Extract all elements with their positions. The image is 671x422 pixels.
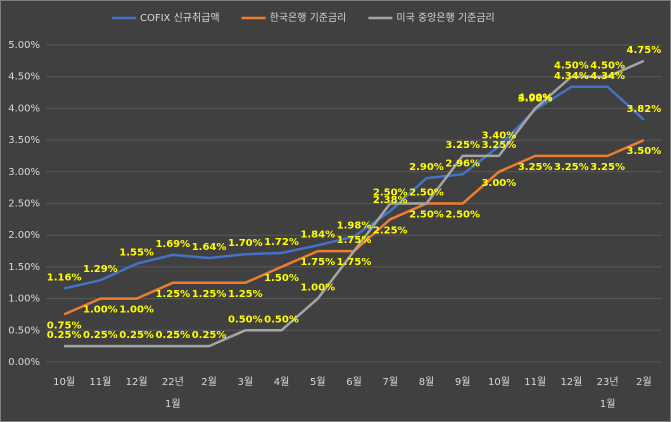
data-label: 1.69% bbox=[155, 239, 190, 250]
x-tick-label: 3월 bbox=[238, 376, 254, 388]
data-label: 3.25% bbox=[590, 162, 625, 173]
data-label: 0.25% bbox=[192, 330, 227, 341]
data-label: 0.50% bbox=[264, 314, 299, 325]
data-label: 3.82% bbox=[627, 104, 662, 115]
x-tick-label: 7월 bbox=[382, 376, 398, 388]
data-label: 2.96% bbox=[445, 158, 480, 169]
data-label: 2.50% bbox=[445, 210, 480, 221]
legend-label: COFIX 신규취급액 bbox=[140, 12, 220, 24]
y-tick-label: 3.50% bbox=[8, 135, 40, 146]
data-label: 0.25% bbox=[155, 330, 190, 341]
data-label: 3.25% bbox=[554, 162, 589, 173]
y-tick-label: 2.50% bbox=[8, 199, 40, 210]
y-tick-label: 1.50% bbox=[8, 262, 40, 273]
data-label: 0.25% bbox=[83, 330, 118, 341]
data-label: 1.70% bbox=[228, 238, 263, 249]
data-label: 3.50% bbox=[627, 146, 662, 157]
y-tick-label: 0.50% bbox=[8, 325, 40, 336]
data-label: 1.00% bbox=[83, 305, 118, 316]
data-label: 1.50% bbox=[264, 273, 299, 284]
x-tick-label: 11월 bbox=[89, 376, 111, 388]
y-tick-label: 1.00% bbox=[8, 294, 40, 305]
data-label: 4.34% bbox=[590, 71, 625, 82]
data-label: 3.25% bbox=[518, 162, 553, 173]
series-line bbox=[64, 59, 645, 348]
data-label: 3.25% bbox=[445, 140, 480, 151]
data-label: 1.75% bbox=[337, 257, 372, 268]
data-label: 3.40% bbox=[482, 130, 517, 141]
data-label: 0.75% bbox=[47, 320, 82, 331]
data-label: 1.29% bbox=[83, 264, 118, 275]
y-tick-label: 3.00% bbox=[8, 167, 40, 178]
y-tick-label: 4.50% bbox=[8, 72, 40, 83]
data-label: 1.98% bbox=[337, 220, 372, 231]
data-label: 1.55% bbox=[119, 248, 154, 259]
data-label: 4.50% bbox=[590, 61, 625, 72]
data-label: 1.25% bbox=[192, 289, 227, 300]
x-tick-label: 12월 bbox=[560, 376, 582, 388]
data-label: 1.75% bbox=[300, 257, 335, 268]
data-label: 4.00% bbox=[518, 92, 553, 103]
data-label: 2.50% bbox=[409, 188, 444, 199]
data-label: 1.75% bbox=[337, 235, 372, 246]
data-label: 1.25% bbox=[228, 289, 263, 300]
y-tick-label: 2.00% bbox=[8, 230, 40, 241]
data-label: 3.98% bbox=[518, 94, 553, 105]
data-label: 0.50% bbox=[228, 314, 263, 325]
data-label: 2.90% bbox=[409, 162, 444, 173]
x-tick-label: 2월 bbox=[201, 376, 217, 388]
data-label: 2.50% bbox=[373, 188, 408, 199]
x-tick-label: 1월 bbox=[600, 398, 616, 410]
y-tick-label: 5.00% bbox=[8, 40, 40, 51]
x-tick-label: 6월 bbox=[346, 376, 362, 388]
legend-label: 한국은행 기준금리 bbox=[270, 12, 347, 24]
x-tick-label: 10월 bbox=[53, 376, 75, 388]
data-label: 0.25% bbox=[119, 330, 154, 341]
x-tick-label: 10월 bbox=[488, 376, 510, 388]
x-tick-label: 4월 bbox=[274, 376, 290, 388]
data-label: 0.25% bbox=[47, 330, 82, 341]
data-label: 4.50% bbox=[554, 61, 589, 72]
data-label: 1.00% bbox=[119, 305, 154, 316]
x-tick-label: 23년 bbox=[597, 376, 619, 388]
data-label: 1.16% bbox=[47, 272, 82, 283]
x-tick-label: 2월 bbox=[636, 376, 652, 388]
y-tick-label: 4.00% bbox=[8, 103, 40, 114]
data-label: 2.50% bbox=[409, 210, 444, 221]
data-label: 1.72% bbox=[264, 237, 299, 248]
x-tick-label: 22년 bbox=[162, 376, 184, 388]
x-tick-label: 5월 bbox=[310, 376, 326, 388]
x-tick-label: 12월 bbox=[126, 376, 148, 388]
data-label: 1.64% bbox=[192, 242, 227, 253]
data-label: 2.38% bbox=[373, 195, 408, 206]
data-label: 3.00% bbox=[482, 178, 517, 189]
data-label: 3.25% bbox=[482, 140, 517, 151]
y-tick-label: 0.00% bbox=[8, 357, 40, 368]
x-tick-label: 9월 bbox=[455, 376, 471, 388]
data-label: 1.25% bbox=[155, 289, 190, 300]
data-label: 2.25% bbox=[373, 225, 408, 236]
data-label: 4.75% bbox=[627, 45, 662, 56]
data-label: 1.00% bbox=[300, 283, 335, 294]
series-line bbox=[63, 85, 645, 290]
x-tick-label: 8월 bbox=[419, 376, 435, 388]
legend-label: 미국 중앙은행 기준금리 bbox=[396, 12, 494, 24]
data-label: 4.34% bbox=[554, 71, 589, 82]
x-tick-label: 1월 bbox=[165, 398, 181, 410]
data-label: 1.84% bbox=[300, 229, 335, 240]
x-tick-label: 11월 bbox=[524, 376, 546, 388]
